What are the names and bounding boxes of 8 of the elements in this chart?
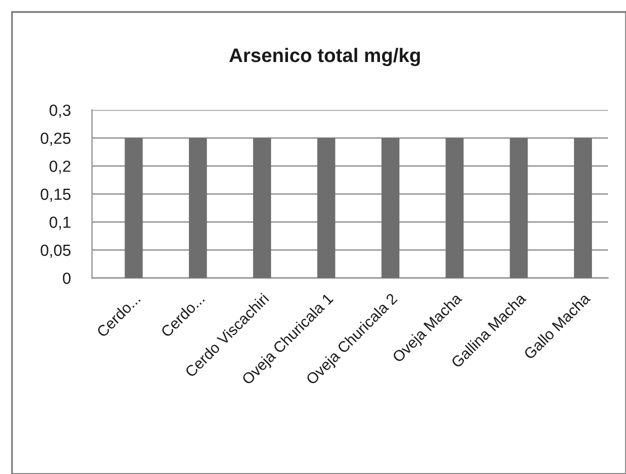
- y-tick-label: 0,3: [50, 104, 70, 118]
- y-tick-label: 0,1: [50, 216, 70, 230]
- y-tick-label: 0,25: [40, 132, 70, 146]
- y-tick-label: 0,05: [40, 244, 70, 258]
- y-tick-label: 0,15: [40, 188, 70, 202]
- chart-title: Arsenico total mg/kg: [229, 48, 420, 66]
- y-tick-label: 0: [62, 272, 71, 284]
- y-tick-label: 0,2: [50, 160, 70, 174]
